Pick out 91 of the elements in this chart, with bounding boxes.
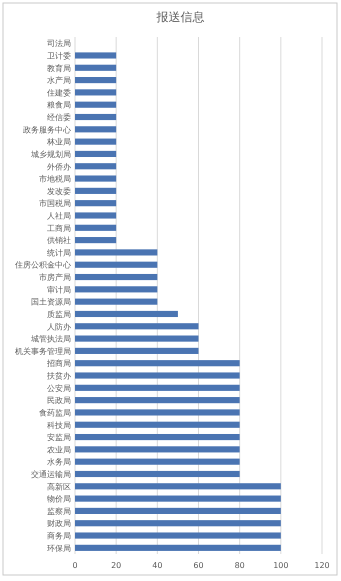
bar [75, 446, 240, 452]
bar [75, 114, 116, 120]
bar [75, 274, 158, 280]
y-tick-label: 商务局 [47, 532, 71, 541]
y-tick-label: 高新区 [47, 482, 71, 492]
bar [75, 434, 240, 440]
y-tick-label: 市国税局 [39, 199, 71, 208]
y-tick-label: 城管执法局 [30, 334, 71, 344]
x-tick-label: 60 [193, 561, 204, 570]
y-tick-label: 外侨办 [47, 162, 71, 172]
bar [75, 89, 116, 96]
bar [75, 323, 198, 330]
x-tick-label: 40 [152, 561, 162, 570]
y-tick-label: 招商局 [46, 359, 71, 368]
y-tick-label: 统计局 [47, 248, 71, 258]
y-tick-label: 市房产局 [39, 273, 71, 282]
y-tick-label: 城乡规划局 [30, 150, 71, 159]
x-tick-label: 80 [234, 561, 245, 570]
y-tick-label: 质监局 [47, 310, 71, 319]
bar [75, 286, 158, 292]
bar [75, 348, 198, 354]
y-tick-label: 粮食局 [47, 100, 71, 110]
bar [75, 249, 158, 256]
bar [75, 212, 116, 219]
y-tick-label: 水务局 [47, 458, 71, 467]
bar [75, 496, 281, 502]
bar [75, 77, 116, 84]
y-tick-label: 市地税局 [39, 174, 71, 184]
bar [75, 409, 240, 416]
y-tick-label: 人社局 [47, 211, 71, 220]
y-tick-label: 住建委 [47, 88, 71, 98]
bar [75, 508, 281, 514]
bar [75, 52, 116, 59]
x-tick-label: 20 [111, 561, 122, 570]
bar [75, 126, 116, 132]
bar [75, 150, 116, 158]
y-tick-label: 公安局 [47, 384, 71, 393]
y-tick-label: 国土资源局 [31, 298, 71, 307]
bar [75, 310, 178, 318]
x-tick-label: 0 [72, 561, 78, 570]
y-tick-label: 经信委 [47, 113, 71, 122]
y-tick-label: 机关事务管理局 [15, 346, 71, 356]
bar [75, 175, 116, 182]
y-tick-label: 物价局 [47, 494, 71, 504]
bar [75, 262, 158, 268]
bar [75, 224, 116, 231]
y-tick-label: 人防办 [47, 322, 71, 332]
bar [75, 532, 281, 539]
y-tick-label: 政务服务中心 [23, 125, 71, 134]
bar [75, 360, 240, 366]
y-tick-label: 工商局 [47, 224, 71, 233]
y-tick-label: 环保局 [47, 544, 71, 553]
bar [75, 200, 116, 206]
y-tick-label: 林业局 [46, 138, 71, 147]
y-tick-label: 发改委 [47, 186, 71, 196]
y-tick-label: 审计局 [47, 285, 71, 294]
bar [75, 298, 158, 305]
y-tick-label: 财政局 [47, 519, 71, 528]
bar [75, 237, 116, 244]
y-tick-label: 住房公积金中心 [15, 260, 71, 270]
y-tick-label: 供销社 [47, 236, 71, 246]
bar [75, 458, 240, 465]
y-tick-label: 司法局 [47, 39, 71, 48]
y-tick-label: 监察局 [47, 506, 71, 516]
y-tick-label: 交通运输局 [31, 470, 71, 479]
bar [75, 372, 240, 379]
bar [75, 520, 281, 526]
bar [75, 544, 281, 551]
y-tick-label: 安监局 [47, 433, 71, 442]
y-tick-label: 食药监局 [39, 408, 71, 418]
y-tick-label: 科技局 [47, 420, 71, 430]
bar [75, 138, 116, 145]
x-tick-label: 120 [314, 561, 330, 570]
bar [75, 336, 198, 342]
bar [75, 397, 240, 404]
y-tick-label: 水产局 [47, 76, 71, 86]
y-tick-label: 扶贫办 [46, 372, 71, 381]
y-tick-label: 民政局 [47, 396, 71, 406]
bar [75, 422, 240, 428]
bar [75, 64, 116, 71]
y-tick-label: 卫计委 [47, 51, 71, 60]
bar [75, 384, 240, 391]
x-tick-label: 100 [273, 561, 288, 570]
bar [75, 163, 116, 170]
bar [75, 483, 281, 490]
bar [75, 188, 116, 194]
bar [75, 102, 116, 108]
bar [75, 470, 240, 478]
y-tick-label: 农业局 [47, 445, 71, 454]
chart-title: 报送信息 [156, 10, 204, 24]
y-tick-label: 教育局 [47, 64, 71, 73]
